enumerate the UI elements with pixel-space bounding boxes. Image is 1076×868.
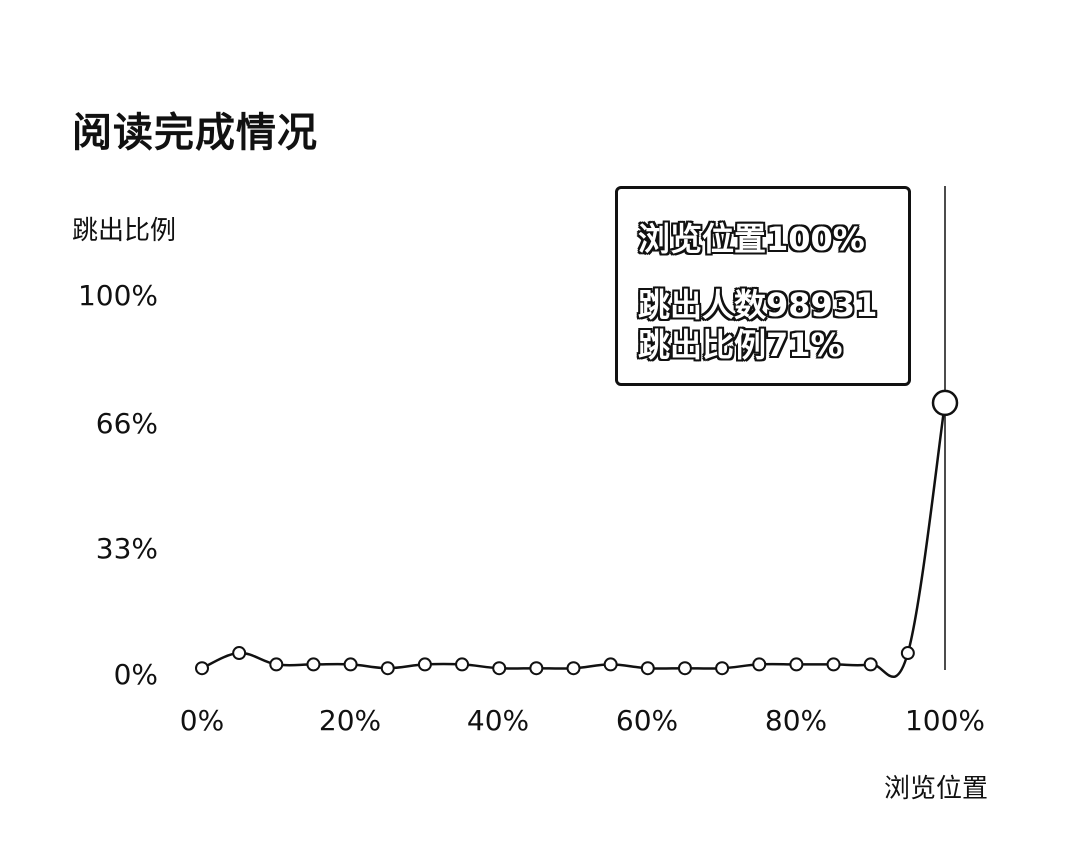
x-tick-label: 0% xyxy=(179,704,225,737)
tooltip-ratio: 跳出比例71% xyxy=(638,326,843,364)
data-point[interactable] xyxy=(566,661,581,676)
data-point[interactable] xyxy=(677,661,692,676)
data-point[interactable] xyxy=(826,657,841,672)
data-point[interactable] xyxy=(343,657,358,672)
data-point[interactable] xyxy=(752,657,767,672)
data-point[interactable] xyxy=(455,657,470,672)
x-tick-label: 20% xyxy=(318,704,382,737)
data-point[interactable] xyxy=(900,646,915,661)
data-point[interactable] xyxy=(715,661,730,676)
tooltip-count: 跳出人数98931 xyxy=(638,286,878,324)
data-point[interactable] xyxy=(863,657,878,672)
x-tick-label: 100% xyxy=(904,704,986,737)
y-tick-label: 33% xyxy=(95,532,158,565)
series-line xyxy=(201,402,947,678)
data-point[interactable] xyxy=(306,657,321,672)
y-tick-label: 66% xyxy=(95,407,158,440)
highlighted-data-point[interactable] xyxy=(931,389,959,417)
data-point[interactable] xyxy=(195,661,209,676)
data-point[interactable] xyxy=(417,657,432,672)
x-tick-label: 80% xyxy=(764,704,828,737)
data-point[interactable] xyxy=(269,657,284,672)
data-point[interactable] xyxy=(492,661,507,676)
data-point[interactable] xyxy=(380,661,395,676)
data-point[interactable] xyxy=(603,657,618,672)
y-tick-label: 0% xyxy=(113,658,158,691)
x-axis-label: 浏览位置 xyxy=(883,774,988,804)
data-point[interactable] xyxy=(789,657,804,672)
y-axis-label: 跳出比例 xyxy=(72,216,177,246)
x-tick-label: 60% xyxy=(615,704,679,737)
x-tick-label: 40% xyxy=(466,704,530,737)
chart-title: 阅读完成情况 xyxy=(72,110,318,156)
tooltip-position: 浏览位置100% xyxy=(638,220,865,258)
y-tick-label: 100% xyxy=(77,279,158,312)
data-point[interactable] xyxy=(529,661,544,676)
data-tooltip: 浏览位置100% 跳出人数98931 跳出比例71% xyxy=(615,186,911,386)
data-point[interactable] xyxy=(640,661,655,676)
data-point[interactable] xyxy=(232,646,247,661)
